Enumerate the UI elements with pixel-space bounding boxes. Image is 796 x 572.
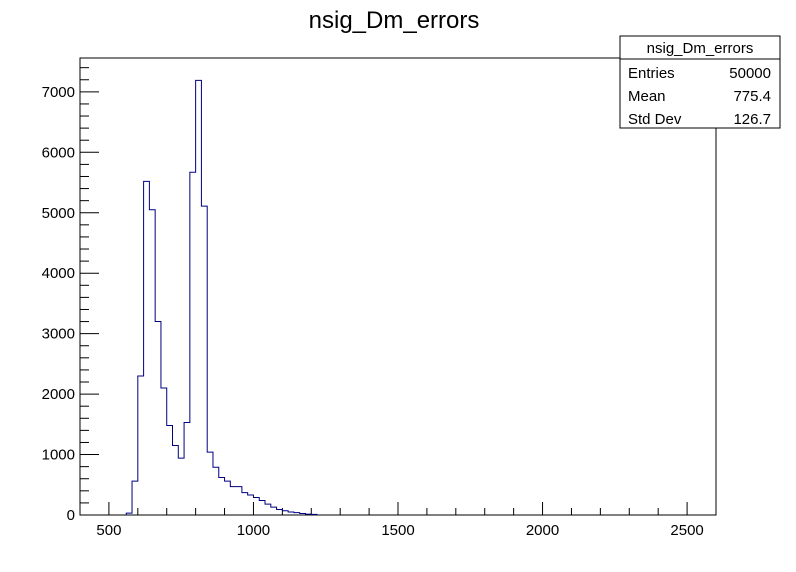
stats-stddev-value: 126.7: [733, 111, 771, 128]
y-tick-label: 2000: [42, 386, 75, 403]
y-tick-label: 4000: [42, 265, 75, 282]
y-tick-label: 3000: [42, 326, 75, 343]
y-tick-label: 5000: [42, 205, 75, 222]
y-axis: 0 1000 2000 3000 4000 5000 6000 7000: [42, 67, 99, 524]
x-axis: 500 1000 1500 2000 2500: [79, 502, 717, 539]
stats-mean-label: Mean: [628, 88, 666, 105]
x-tick-label: 1000: [237, 522, 270, 539]
chart-title: nsig_Dm_errors: [309, 7, 480, 34]
y-tick-label: 6000: [42, 144, 75, 161]
histogram-line: [125, 79, 318, 515]
stats-stddev-label: Std Dev: [628, 111, 682, 128]
y-tick-label: 1000: [42, 447, 75, 464]
x-tick-label: 1500: [381, 522, 414, 539]
stats-mean-value: 775.4: [733, 88, 771, 105]
stats-title: nsig_Dm_errors: [647, 40, 754, 57]
stats-entries-value: 50000: [729, 65, 771, 82]
x-tick-label: 500: [96, 522, 121, 539]
x-tick-label: 2000: [526, 522, 559, 539]
x-tick-label: 2500: [670, 522, 703, 539]
y-tick-label: 7000: [42, 84, 75, 101]
stats-box: nsig_Dm_errors Entries 50000 Mean 775.4 …: [619, 35, 781, 129]
y-tick-label: 0: [67, 507, 75, 524]
stats-entries-label: Entries: [628, 65, 675, 82]
stats-frame: [619, 35, 781, 129]
